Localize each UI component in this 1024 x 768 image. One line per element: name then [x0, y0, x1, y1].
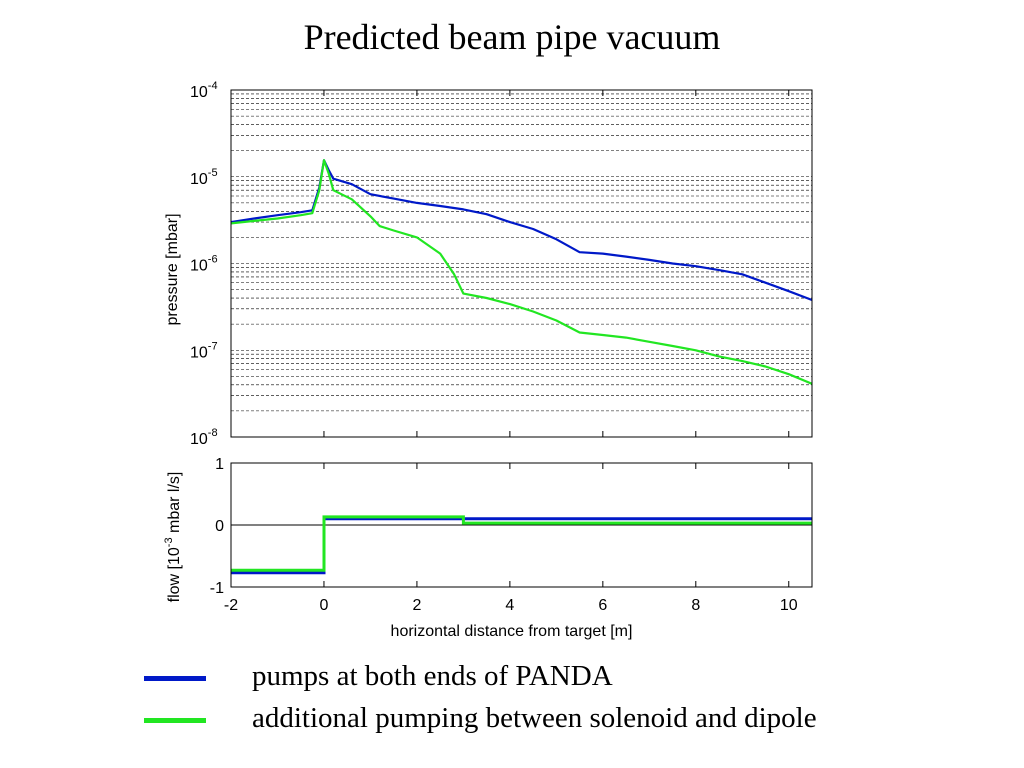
pressure-plot-frame — [230, 89, 813, 438]
legend-label-green: additional pumping between solenoid and … — [252, 702, 817, 734]
pressure-y-tick-label: 10-6 — [190, 254, 218, 275]
legend-label-blue: pumps at both ends of PANDA — [252, 660, 613, 692]
flow-x-tick-label: 8 — [691, 597, 700, 614]
pressure-grid — [231, 89, 812, 412]
flow-x-tick-label: -2 — [224, 597, 238, 614]
flow-x-tick-label: 6 — [598, 597, 607, 614]
slide-title: Predicted beam pipe vacuum — [303, 17, 721, 57]
pressure-y-axis-label: pressure [mbar] — [164, 213, 181, 325]
flow-plot-frame — [230, 462, 813, 588]
flow-series-green — [231, 515, 812, 572]
pressure-series-green — [230, 159, 813, 385]
flow-y-tick-label: 1 — [215, 456, 224, 473]
pressure-y-tick-label: 10-4 — [190, 80, 218, 101]
pressure-y-tick-label: 10-7 — [190, 340, 218, 361]
flow-x-tick-label: 2 — [412, 597, 421, 614]
flow-x-tick-label: 10 — [780, 597, 798, 614]
legend-swatch-green — [144, 718, 206, 723]
flow-x-tick-label: 0 — [320, 597, 329, 614]
flow-y-tick-label: -1 — [210, 580, 224, 597]
flow-x-axis-label: horizontal distance from target [m] — [391, 623, 633, 640]
legend-swatch-blue — [144, 676, 206, 681]
flow-x-tick-label: 4 — [505, 597, 514, 614]
flow-y-tick-label: 0 — [215, 518, 224, 535]
pressure-y-tick-label: 10-5 — [190, 167, 218, 188]
flow-y-axis-label: flow [10-3 mbar l/s] — [163, 472, 183, 603]
pressure-y-tick-label: 10-8 — [190, 427, 218, 448]
